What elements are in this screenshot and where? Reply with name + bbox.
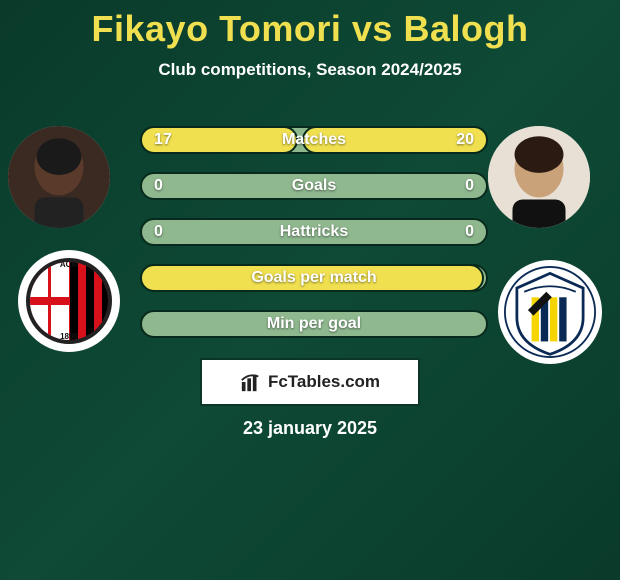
stat-value-right: 0 — [465, 174, 474, 198]
stat-value-right: 0 — [465, 220, 474, 244]
brand-bars-icon — [240, 371, 262, 393]
date-text: 23 january 2025 — [0, 418, 620, 439]
stat-row: 17 20 Matches — [140, 126, 488, 154]
stat-label: Matches — [282, 131, 346, 149]
player1-club-badge: ACM 1899 — [18, 250, 120, 352]
player2-name: Balogh — [403, 8, 528, 49]
subtitle: Club competitions, Season 2024/2025 — [0, 60, 620, 80]
player1-photo — [8, 126, 110, 228]
parma-badge-icon — [504, 266, 596, 358]
stat-label: Min per goal — [267, 315, 361, 333]
stat-label: Goals — [292, 177, 336, 195]
stat-row: 0 0 Hattricks — [140, 218, 488, 246]
milan-bottom-text: 1899 — [30, 332, 108, 341]
stat-row: Goals per match — [140, 264, 488, 292]
player2-photo — [488, 126, 590, 228]
brand-badge[interactable]: FcTables.com — [200, 358, 420, 406]
milan-badge-icon: ACM 1899 — [26, 258, 112, 344]
player2-club-badge — [498, 260, 602, 364]
player1-name: Fikayo Tomori — [92, 8, 342, 49]
milan-top-text: ACM — [30, 260, 108, 269]
stat-label: Goals per match — [251, 269, 376, 287]
stat-label: Hattricks — [280, 223, 348, 241]
brand-text: FcTables.com — [268, 372, 380, 392]
stat-bars: 17 20 Matches 0 0 Goals 0 0 Hattricks Goals per m… — [140, 126, 488, 356]
comparison-card: Fikayo Tomori vs Balogh Club competition… — [0, 0, 620, 580]
stat-value-left: 0 — [154, 220, 163, 244]
title-vs: vs — [352, 8, 393, 49]
stat-row: Min per goal — [140, 310, 488, 338]
stat-value-left: 0 — [154, 174, 163, 198]
stat-value-left: 17 — [154, 128, 172, 152]
stat-row: 0 0 Goals — [140, 172, 488, 200]
stat-value-right: 20 — [456, 128, 474, 152]
page-title: Fikayo Tomori vs Balogh — [0, 0, 620, 50]
